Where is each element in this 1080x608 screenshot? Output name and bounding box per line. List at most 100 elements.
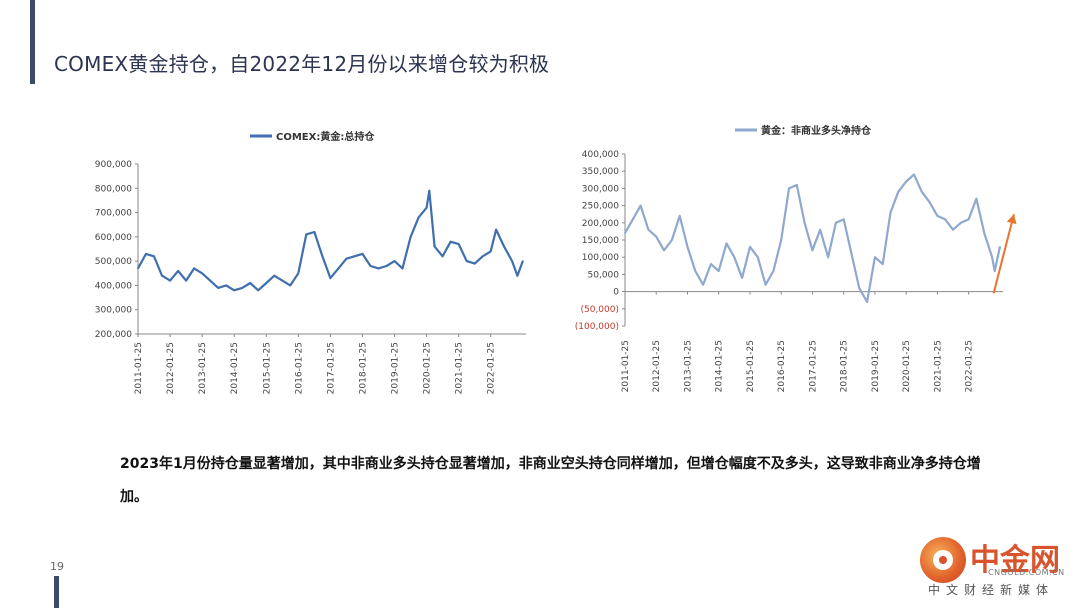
series-point: [866, 301, 868, 303]
series-point: [764, 283, 767, 286]
y-tick-label: 50,000: [588, 270, 620, 280]
series-point: [305, 233, 308, 236]
series-point: [297, 272, 300, 275]
series-point: [694, 270, 697, 272]
x-tick-label: 2020-01-25: [902, 340, 912, 392]
y-tick-label: 400,000: [582, 150, 619, 160]
y-tick-label: 150,000: [582, 236, 619, 246]
series-point: [353, 255, 356, 258]
series-point: [489, 250, 492, 253]
y-tick-label: 250,000: [582, 202, 619, 212]
series-point: [428, 189, 431, 192]
series-point: [417, 216, 420, 219]
series-point: [433, 245, 436, 248]
series-point: [441, 255, 444, 258]
series-point: [702, 283, 704, 286]
total-open-interest-chart: COMEX:黄金:总持仓 200,000 300,000 400,000 500,000…: [60, 120, 540, 400]
series-point: [725, 242, 728, 245]
x-tick-label: 2012-01-25: [166, 342, 176, 394]
x-tick-label: 2012-01-25: [652, 340, 662, 392]
x-tick-label: 2015-01-25: [262, 342, 272, 394]
x-tick-label: 2022-01-25: [965, 340, 975, 392]
series-point: [655, 235, 658, 238]
series-point: [993, 270, 996, 272]
series-point: [717, 270, 720, 272]
series-point: [385, 265, 388, 267]
series-point: [225, 284, 228, 287]
series-point: [465, 260, 468, 262]
series-point: [936, 215, 939, 217]
trend-arrow-head: [1006, 214, 1017, 225]
series-point: [473, 262, 476, 265]
series-point: [827, 256, 829, 259]
series-point: [169, 279, 171, 282]
series-point: [874, 256, 876, 259]
series-point: [241, 287, 244, 289]
y-tick-label: 300,000: [95, 306, 132, 316]
series-point: [983, 232, 986, 234]
series-point: [710, 263, 712, 265]
x-tick-label: 2019-01-25: [391, 342, 401, 394]
series-point: [913, 173, 915, 176]
series-point: [425, 206, 428, 209]
x-tick-label: 2011-01-25: [134, 342, 144, 394]
series-point: [516, 274, 519, 277]
y-tick-label: 700,000: [95, 209, 132, 219]
series-point: [521, 260, 524, 262]
series-point: [145, 253, 147, 255]
series-point: [944, 218, 947, 221]
series-point: [209, 279, 212, 282]
series-point: [329, 277, 332, 279]
series-point: [803, 221, 806, 224]
x-tick-label: 2018-01-25: [358, 342, 368, 394]
series-point: [393, 260, 396, 262]
series-point: [663, 249, 665, 252]
series-point: [503, 245, 505, 248]
logo-site: CNGOLD.COM.CN: [988, 568, 1065, 577]
y-tick-label: 600,000: [95, 233, 132, 243]
series-point: [401, 267, 404, 270]
series-point: [975, 197, 978, 200]
series-point: [511, 260, 513, 262]
x-tick-label: 2022-01-25: [487, 342, 497, 394]
x-tick-label: 2014-01-25: [715, 340, 725, 392]
series-point: [749, 246, 751, 248]
y-tick-label: (100,000): [575, 322, 619, 332]
x-tick-label: 2013-01-25: [683, 340, 693, 392]
series-point: [321, 255, 324, 258]
series-point: [481, 255, 484, 258]
x-tick-label: 2017-01-25: [808, 340, 818, 392]
series-point: [920, 190, 923, 193]
series-point: [835, 221, 837, 224]
series-point: [967, 218, 970, 221]
y-tick-label: 300,000: [582, 184, 619, 194]
series-point: [959, 221, 962, 224]
chart-legend: 黄金：非商业多头净持仓: [735, 124, 872, 137]
series-point: [201, 272, 204, 275]
series-point: [137, 267, 139, 270]
trend-arrow-shaft: [992, 213, 1015, 294]
series-point: [991, 256, 993, 259]
series-point: [795, 184, 798, 186]
logo-tagline: 中文财经新媒体: [928, 583, 1055, 597]
series-point: [733, 256, 736, 259]
series-point: [639, 204, 642, 207]
series-point: [881, 263, 884, 265]
series-point: [495, 228, 497, 231]
y-tick-label: 400,000: [95, 281, 132, 291]
x-tick-label: 2021-01-25: [933, 340, 943, 392]
y-tick-label: 0: [613, 288, 619, 298]
series-point: [678, 215, 681, 217]
series-point: [928, 201, 931, 204]
net-long-position-chart: 黄金：非商业多头净持仓 (100,000) (50,000) 0 50,000 100,0…: [545, 118, 1045, 408]
series-point: [647, 228, 650, 231]
series-point: [265, 282, 268, 284]
series-point: [897, 190, 900, 193]
series-point: [289, 284, 292, 287]
series-point: [193, 267, 196, 270]
series-point: [905, 180, 908, 183]
series-point: [811, 249, 814, 252]
series-point: [233, 289, 236, 292]
series-point: [741, 276, 743, 279]
total-open-interest-chart-svg: COMEX:黄金:总持仓 200,000 300,000 400,000 500,000…: [95, 130, 526, 394]
